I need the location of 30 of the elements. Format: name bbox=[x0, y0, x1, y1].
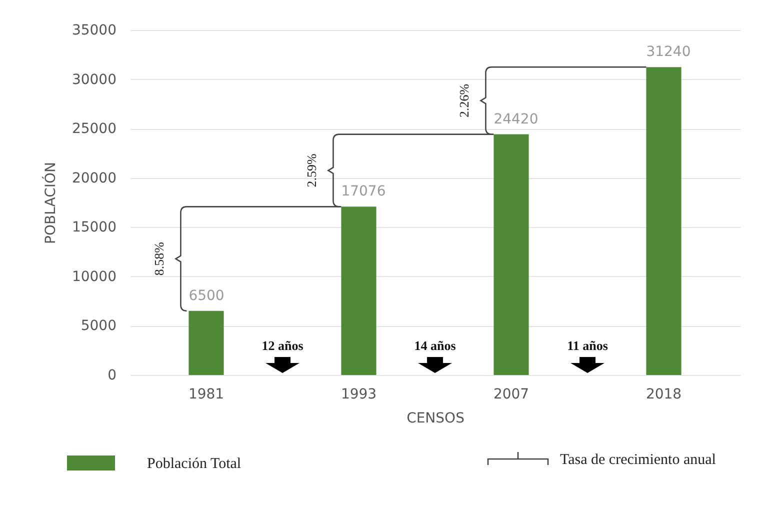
y-tick-label: 35000 bbox=[72, 22, 116, 38]
x-tick-label: 2018 bbox=[646, 386, 682, 402]
y-axis-title: POBLACIÓN bbox=[42, 162, 59, 244]
annotation: 2.26% bbox=[456, 84, 472, 118]
annotation: 11 años bbox=[567, 338, 608, 353]
x-tick-label: 1981 bbox=[188, 386, 224, 402]
y-tick-label: 10000 bbox=[72, 268, 116, 285]
data-label: 6500 bbox=[188, 288, 224, 304]
annotation: 14 años bbox=[414, 338, 456, 353]
y-tick-label: 20000 bbox=[72, 170, 116, 186]
annotation: 8.58% bbox=[152, 242, 167, 276]
x-tick-label: 1993 bbox=[340, 386, 377, 402]
bar bbox=[646, 67, 682, 375]
y-tick-label: 30000 bbox=[72, 72, 116, 88]
data-label: 24420 bbox=[494, 111, 538, 128]
bar bbox=[494, 134, 529, 375]
y-tick-label: 0 bbox=[108, 368, 116, 384]
annotation: 12 años bbox=[262, 338, 304, 353]
data-label: 17076 bbox=[341, 184, 386, 200]
y-tick-label: 5000 bbox=[80, 318, 116, 334]
text: Tasa de crecimiento anual bbox=[560, 452, 716, 468]
x-tick-label: 2007 bbox=[493, 386, 530, 402]
x-axis-title: CENSOS bbox=[406, 410, 465, 426]
legend-label: Población Total bbox=[147, 456, 242, 472]
y-tick-label: 15000 bbox=[72, 220, 116, 236]
bar bbox=[188, 310, 224, 375]
data-label: 31240 bbox=[646, 44, 691, 60]
bar bbox=[341, 206, 376, 375]
y-tick-label: 25000 bbox=[72, 121, 116, 138]
annotation: 2.59% bbox=[304, 154, 320, 188]
